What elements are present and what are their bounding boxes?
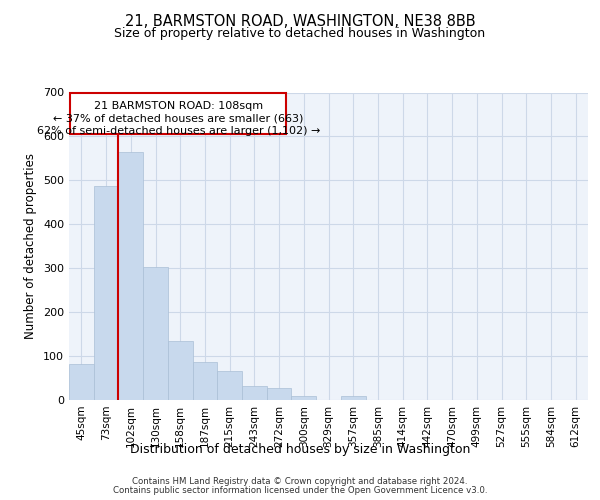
Bar: [292, 396, 316, 400]
Text: 21, BARMSTON ROAD, WASHINGTON, NE38 8BB: 21, BARMSTON ROAD, WASHINGTON, NE38 8BB: [125, 14, 475, 29]
Bar: [217, 372, 242, 400]
Bar: [118, 152, 143, 400]
Bar: [341, 396, 365, 400]
Bar: [267, 388, 292, 400]
Text: Contains HM Land Registry data © Crown copyright and database right 2024.: Contains HM Land Registry data © Crown c…: [132, 477, 468, 486]
Bar: [143, 268, 168, 400]
Y-axis label: Number of detached properties: Number of detached properties: [25, 153, 37, 339]
Bar: [242, 386, 267, 400]
Bar: [69, 364, 94, 400]
Text: Size of property relative to detached houses in Washington: Size of property relative to detached ho…: [115, 28, 485, 40]
Bar: [168, 340, 193, 400]
Text: ← 37% of detached houses are smaller (663): ← 37% of detached houses are smaller (66…: [53, 114, 304, 124]
Bar: [94, 186, 118, 400]
Text: 62% of semi-detached houses are larger (1,102) →: 62% of semi-detached houses are larger (…: [37, 126, 320, 136]
Text: Contains public sector information licensed under the Open Government Licence v3: Contains public sector information licen…: [113, 486, 487, 495]
Text: Distribution of detached houses by size in Washington: Distribution of detached houses by size …: [130, 442, 470, 456]
Bar: [193, 362, 217, 400]
Bar: [70, 94, 286, 134]
Text: 21 BARMSTON ROAD: 108sqm: 21 BARMSTON ROAD: 108sqm: [94, 102, 263, 112]
